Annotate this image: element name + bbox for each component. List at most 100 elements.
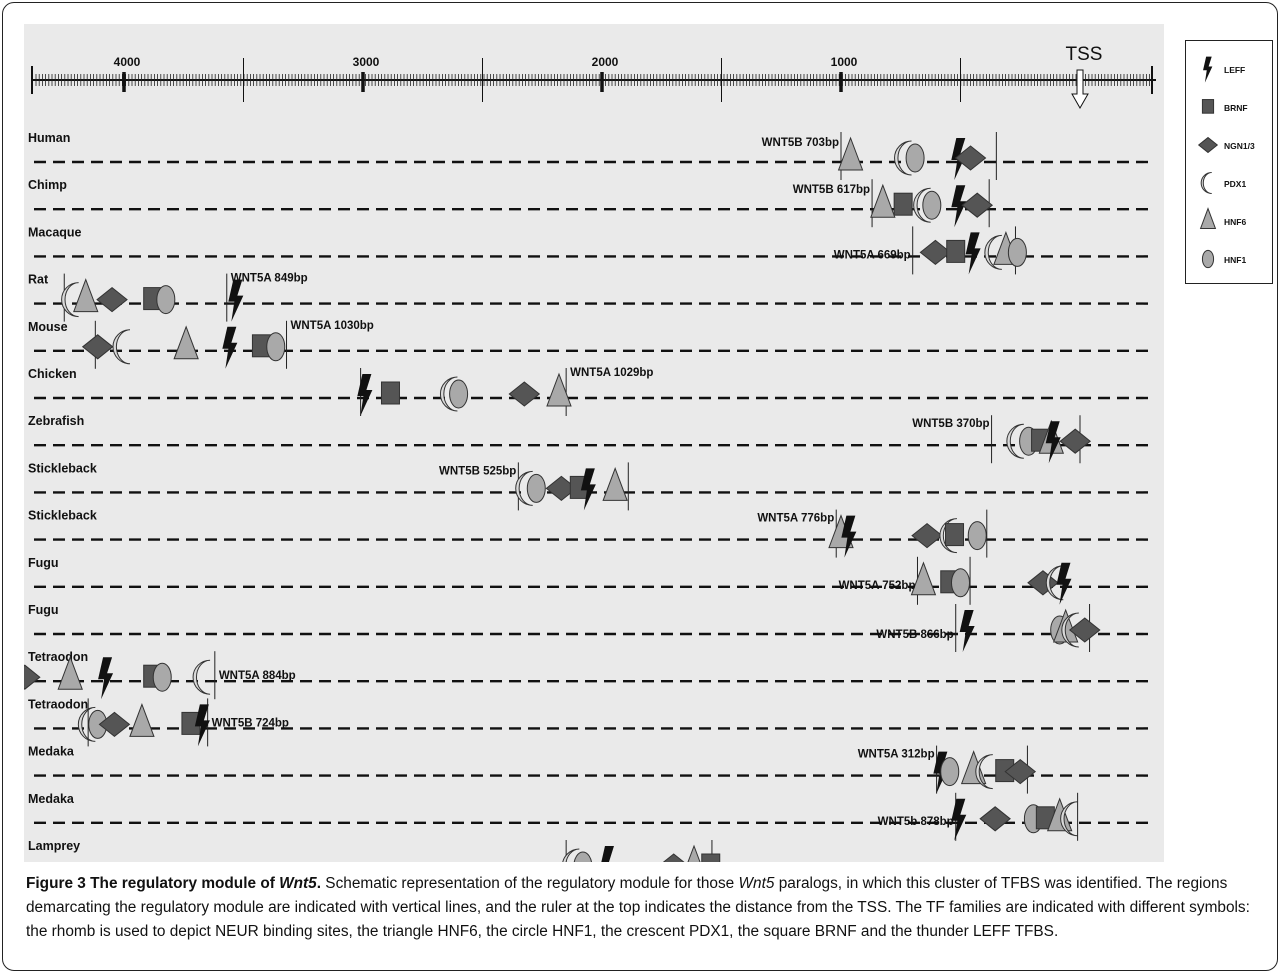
species-row: Zebrafish WNT5B 370bp bbox=[28, 414, 1150, 464]
species-row: Mouse WNT5A 1030bp bbox=[28, 320, 1150, 369]
ngn-rhomb-icon bbox=[96, 286, 128, 313]
ruler: 4000 3000 2000 1000 TSS bbox=[31, 44, 1156, 110]
ngn-rhomb-icon bbox=[1027, 570, 1059, 596]
hnf1-circle-icon bbox=[905, 143, 925, 173]
leff-thunder-icon bbox=[1203, 56, 1213, 83]
gene-module-label: WNT5B 370bp bbox=[912, 418, 989, 430]
brnf-square-icon bbox=[701, 853, 721, 862]
ngn-rhomb-icon bbox=[24, 664, 41, 690]
pdx1-crescent-icon bbox=[894, 140, 912, 176]
ngn-rhomb-icon bbox=[911, 522, 943, 549]
species-label: Tetraodon bbox=[28, 650, 88, 664]
gene-module-label: WNT5B 703bp bbox=[762, 137, 839, 149]
gene-module-label: WNT5B 724bp bbox=[212, 717, 289, 729]
species-row: Tetraodon WNT5A 884bp bbox=[24, 650, 1150, 700]
figure-caption: Figure 3 The regulatory module of Wnt5. … bbox=[26, 872, 1266, 944]
ruler-tick-label: 3000 bbox=[353, 55, 380, 69]
species-label: Macaque bbox=[28, 225, 82, 239]
leff-thunder-icon bbox=[98, 657, 114, 700]
legend-symbols: LEFF BRNF NGN1/3 PDX1 HNF6 HNF1 bbox=[1197, 56, 1255, 269]
species-row: Medaka WNT5b 878bp bbox=[28, 792, 1150, 841]
brnf-square-icon bbox=[1201, 99, 1215, 114]
gene-module-label: WNT5B 866bp bbox=[876, 629, 953, 641]
gene-module-label: WNT5A 1030bp bbox=[291, 320, 374, 332]
hnf1-circle-icon bbox=[449, 379, 469, 409]
caption-gene-2: Wnt5 bbox=[738, 875, 775, 892]
species-label: Fugu bbox=[28, 603, 59, 617]
regulatory-module-diagram: 4000 3000 2000 1000 TSS Human WNT5B 703bp Chimp… bbox=[24, 44, 1156, 862]
species-label: Lamprey bbox=[28, 839, 80, 853]
ngn-rhomb-icon bbox=[961, 192, 994, 218]
species-row: Stickleback WNT5A 776bp bbox=[28, 509, 1150, 558]
pdx1-crescent-icon bbox=[975, 754, 993, 790]
ruler-tick-label: 4000 bbox=[114, 55, 141, 69]
species-label: Tetraodon bbox=[28, 697, 88, 711]
ngn-rhomb-icon bbox=[98, 711, 131, 738]
leff-thunder-icon bbox=[580, 468, 596, 511]
gene-module-label: WNT5A 776bp bbox=[757, 513, 834, 525]
species-label: Mouse bbox=[28, 320, 68, 334]
species-row: Fugu WNT5B 866bp bbox=[28, 603, 1150, 652]
leff-thunder-icon bbox=[357, 374, 373, 416]
leff-thunder-icon bbox=[951, 798, 967, 841]
hnf1-circle-icon bbox=[922, 190, 942, 220]
pdx1-crescent-icon bbox=[61, 282, 79, 318]
legend-label: LEFF bbox=[1224, 65, 1245, 75]
pdx1-crescent-icon bbox=[77, 706, 96, 742]
ngn-rhomb-icon bbox=[662, 853, 685, 862]
hnf6-triangle-icon bbox=[129, 702, 155, 737]
pdx1-crescent-icon bbox=[913, 187, 931, 223]
legend-item: HNF6 bbox=[1199, 207, 1246, 229]
gene-module-label: WNT5B 525bp bbox=[439, 465, 516, 477]
ngn-rhomb-icon bbox=[1197, 136, 1219, 154]
species-label: Medaka bbox=[28, 745, 75, 759]
legend-label: PDX1 bbox=[1224, 179, 1246, 189]
ngn-rhomb-icon bbox=[1059, 428, 1092, 454]
hnf6-triangle-icon bbox=[687, 844, 701, 862]
diagram-panel: 4000 3000 2000 1000 TSS Human WNT5B 703bp Chimp… bbox=[24, 24, 1164, 862]
gene-module-label: WNT5A 1029bp bbox=[570, 367, 653, 379]
caption-text-1: Schematic representation of the regulato… bbox=[321, 875, 739, 892]
pdx1-crescent-icon bbox=[984, 234, 1002, 270]
hnf1-circle-icon bbox=[1007, 237, 1027, 267]
species-label: Stickleback bbox=[28, 461, 97, 475]
hnf1-circle-icon bbox=[156, 285, 176, 315]
species-row: Tetraodon WNT5B 724bp bbox=[28, 697, 1150, 747]
pdx1-crescent-icon bbox=[1200, 171, 1212, 195]
ruler-minor-ticks bbox=[35, 74, 1150, 86]
species-label: Zebrafish bbox=[28, 414, 84, 428]
hnf6-triangle-icon bbox=[546, 372, 572, 407]
leff-thunder-icon bbox=[959, 610, 975, 652]
ruler-tick-label: 1000 bbox=[831, 55, 858, 69]
species-row: Medaka WNT5A 312bp bbox=[28, 745, 1150, 794]
legend-label: BRNF bbox=[1224, 103, 1248, 113]
ngn-rhomb-icon bbox=[508, 381, 541, 407]
hnf1-circle-icon bbox=[940, 757, 960, 787]
gene-module-label: WNT5A 669bp bbox=[834, 249, 911, 261]
hnf6-triangle-icon bbox=[910, 561, 937, 596]
legend-label: HNF1 bbox=[1224, 255, 1246, 265]
caption-text-2: paralogs, in which this cluster of TFBS … bbox=[26, 875, 1250, 940]
hnf6-triangle-icon bbox=[1046, 797, 1073, 832]
gene-module-label: WNT5A 849bp bbox=[231, 273, 308, 285]
species-label: Stickleback bbox=[28, 509, 97, 523]
hnf6-triangle-icon bbox=[837, 136, 864, 171]
hnf6-triangle-icon bbox=[870, 183, 896, 218]
hnf6-triangle-icon bbox=[602, 466, 628, 501]
species-row: LampreyWNT5 706bp bbox=[28, 839, 721, 862]
species-row: Human WNT5B 703bp bbox=[28, 131, 1150, 180]
ngn-rhomb-icon bbox=[979, 806, 1011, 832]
leff-thunder-icon bbox=[965, 232, 981, 275]
hnf1-circle-icon bbox=[573, 851, 593, 862]
gene-module-label: WNT5b 878bp bbox=[878, 816, 954, 828]
legend-label: HNF6 bbox=[1224, 217, 1246, 227]
ngn-rhomb-icon bbox=[919, 239, 952, 266]
tss-arrow-icon bbox=[1071, 69, 1089, 110]
species-row: Fugu WNT5A 752bp bbox=[28, 556, 1150, 605]
legend-item: PDX1 bbox=[1200, 171, 1246, 195]
pdx1-crescent-icon bbox=[112, 329, 131, 365]
gene-module-label: WNT5A 312bp bbox=[858, 749, 935, 761]
pdx1-crescent-icon bbox=[192, 659, 211, 695]
leff-thunder-icon bbox=[1045, 421, 1061, 464]
